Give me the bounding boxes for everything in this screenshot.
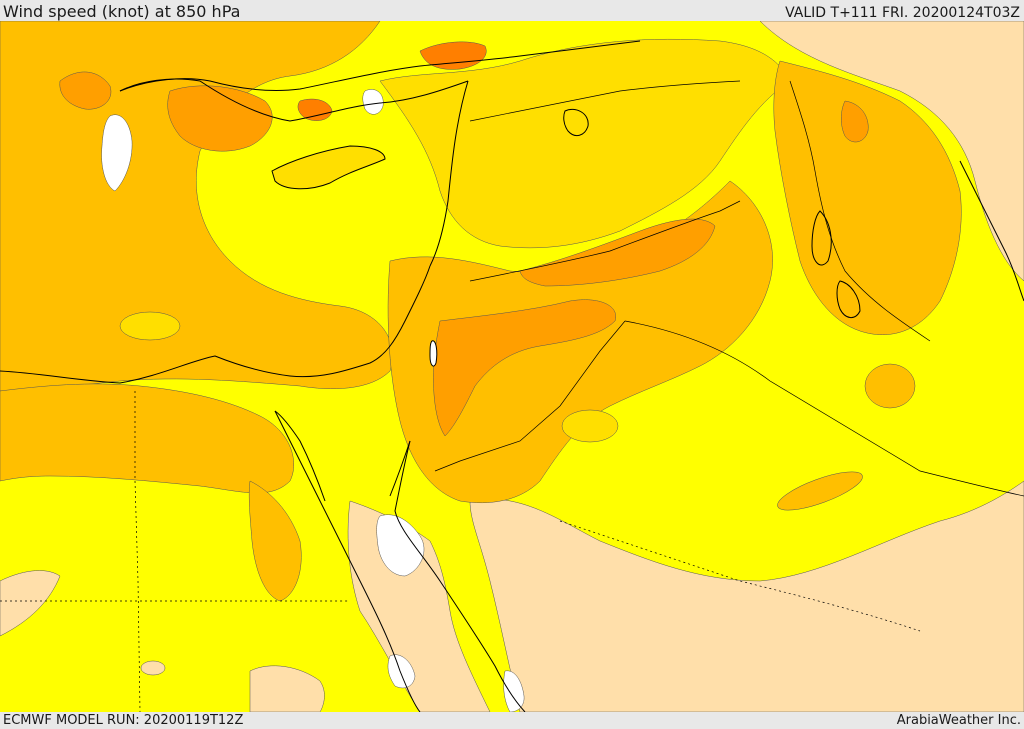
map-footer: ECMWF MODEL RUN: 20200119T12Z ArabiaWeat… <box>0 712 1024 729</box>
border-iraq-saudi <box>624 320 1024 497</box>
border-iraq-iran <box>789 80 931 342</box>
coastline-gulf-suez <box>274 410 326 502</box>
wind-band-gold-levant <box>379 38 791 249</box>
coastline-levant <box>429 80 469 267</box>
coastline-urmia <box>836 280 861 318</box>
border-egypt-libya <box>134 391 141 712</box>
coastline-dead-sea <box>429 340 438 367</box>
coastline-red-sea-west <box>274 410 421 712</box>
wind-cell-white-1 <box>140 660 166 676</box>
wind-band-darkorange-2 <box>297 98 333 121</box>
wind-band-orange-jordan <box>433 299 617 437</box>
map-header: Wind speed (knot) at 850 hPa VALID T+111… <box>0 0 1024 21</box>
wind-band-light-ne <box>759 21 1024 282</box>
border-jordan-saudi <box>434 320 626 472</box>
coastline-persian-gulf <box>959 160 1024 302</box>
wind-band-light-bottom <box>249 665 325 712</box>
wind-band-orange-syria <box>519 218 716 287</box>
coastline-gulf-aqaba <box>389 440 411 497</box>
map-canvas <box>0 21 1024 712</box>
calm-area-cyprus-north <box>362 89 384 115</box>
wind-band-darkorange-1 <box>419 41 487 70</box>
credit: ArabiaWeather Inc. <box>896 713 1021 728</box>
model-run: ECMWF MODEL RUN: 20200119T12Z <box>3 713 244 728</box>
wind-band-orange-westmed <box>59 71 112 110</box>
wind-band-light-sw <box>0 570 61 637</box>
coastline-red-sea-east <box>394 440 526 712</box>
border-turkey-syria <box>469 80 741 122</box>
wind-band-orange-turkey <box>167 85 273 152</box>
coastline-cyprus <box>271 145 386 190</box>
wind-band-lightorange-sinai <box>248 480 302 602</box>
calm-area-redsea-south <box>387 654 416 689</box>
coastline-caspian-lake <box>811 210 832 266</box>
wind-cell-yellow-4 <box>777 471 863 511</box>
wind-speed-map <box>0 21 1024 712</box>
wind-cell-yellow-1 <box>119 311 181 341</box>
valid-time: VALID T+111 FRI. 20200124T03Z <box>785 5 1020 21</box>
coastline-lake-tuz <box>563 108 589 137</box>
coastline-mediterranean-south <box>0 265 431 384</box>
wind-cell-yellow-2 <box>561 409 619 443</box>
calm-area-redsea-north <box>376 514 425 577</box>
wind-band-light-se <box>469 480 1024 712</box>
calm-area-yemen <box>503 670 525 712</box>
wind-band-orange-iraq <box>841 100 869 143</box>
calm-area-aegean <box>101 114 133 192</box>
wind-band-lightorange-iraq <box>773 60 962 335</box>
wind-band-lightorange-egypt <box>0 383 294 494</box>
wind-band-lightorange-west <box>0 21 393 392</box>
border-syria-iraq <box>469 200 741 282</box>
coastline-turkey-north <box>119 40 641 92</box>
wind-cell-yellow-3 <box>864 363 916 409</box>
map-title: Wind speed (knot) at 850 hPa <box>3 2 241 21</box>
